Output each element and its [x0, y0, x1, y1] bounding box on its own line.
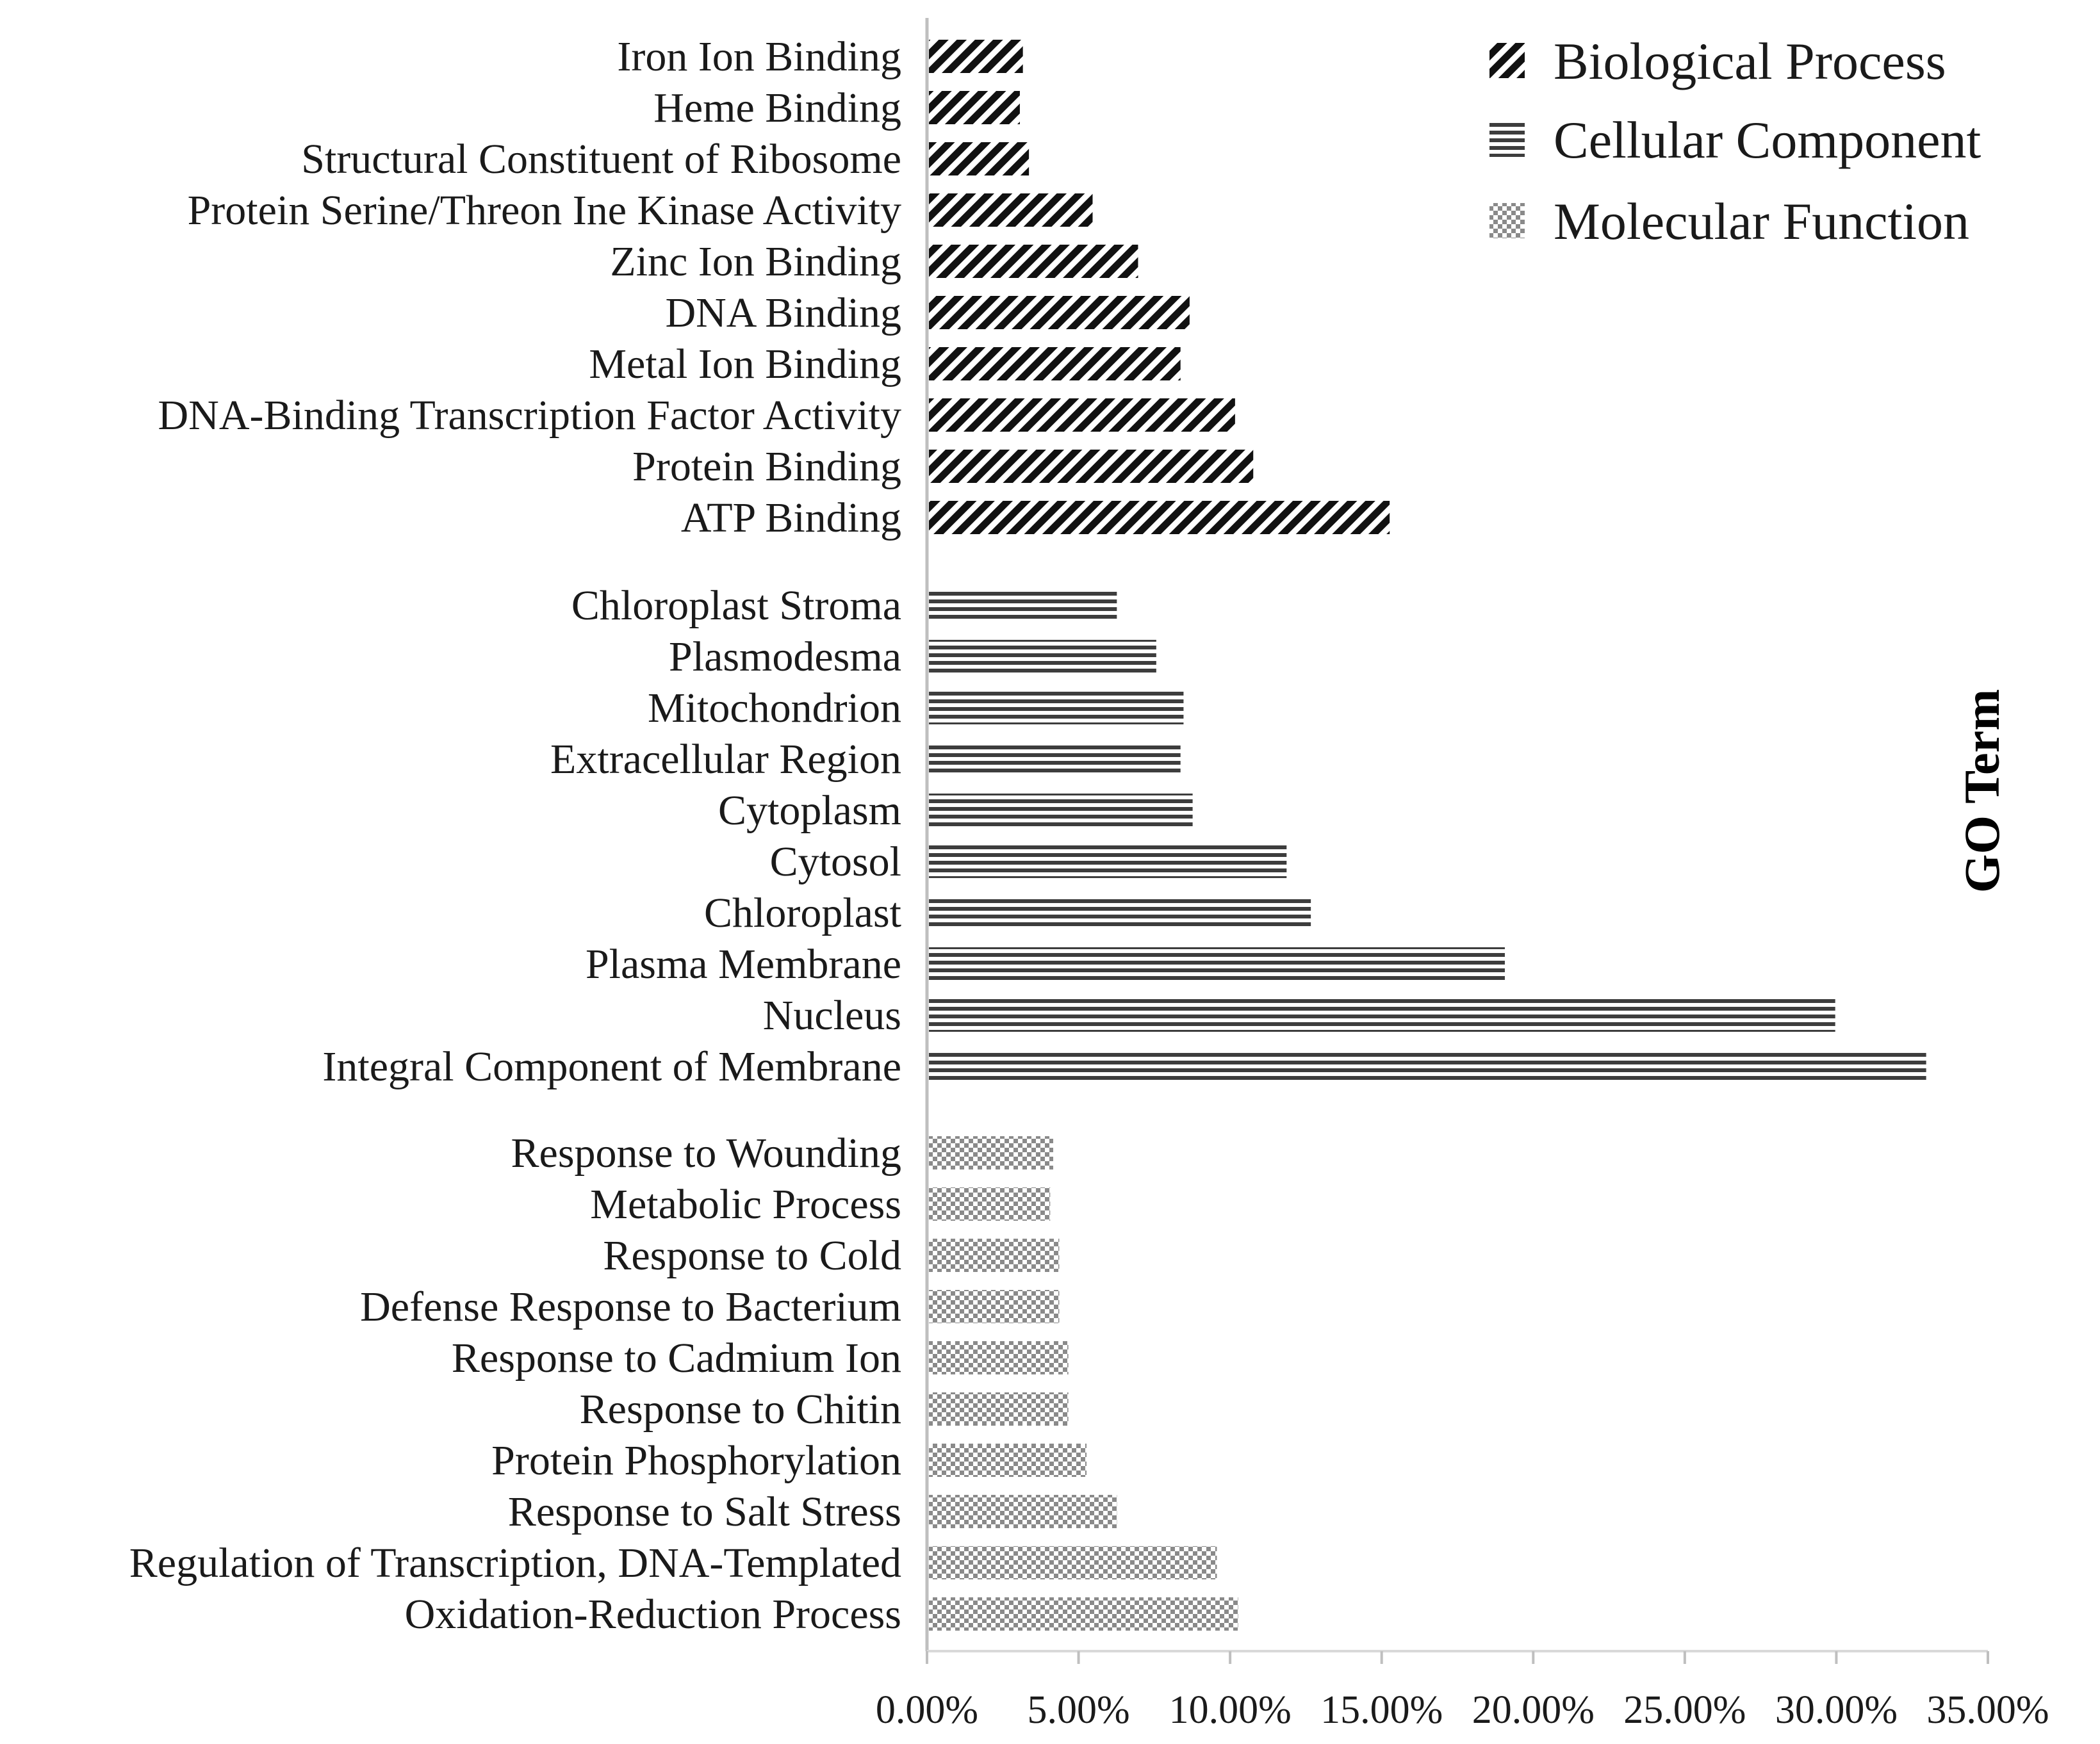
category-label: Extracellular Region [550, 736, 901, 783]
category-label: Mitochondrion [648, 685, 901, 731]
category-label: Heme Binding [653, 85, 901, 131]
x-tick-label: 5.00% [1027, 1688, 1129, 1732]
bars [929, 40, 1926, 1631]
category-label: Response to Salt Stress [508, 1488, 901, 1535]
bar [929, 501, 1390, 534]
category-label: Chloroplast [704, 890, 901, 936]
legend-entry: Cellular Component [1554, 111, 1981, 169]
legend: Biological Process Cellular Component Mole… [1489, 32, 1981, 250]
bar [929, 193, 1093, 227]
bar [929, 1239, 1060, 1272]
bar [929, 296, 1190, 329]
legend-entry: Biological Process [1554, 32, 1946, 90]
category-label: Protein Binding [632, 443, 901, 490]
category-label: Chloroplast Stroma [571, 582, 901, 629]
category-label: Iron Ion Binding [617, 33, 901, 80]
category-label: Response to Wounding [511, 1130, 901, 1177]
bar [929, 1392, 1069, 1426]
bar [929, 589, 1117, 622]
bar [929, 896, 1311, 929]
category-label: DNA-Binding Transcription Factor Activit… [158, 392, 901, 439]
category-label: Metabolic Process [590, 1181, 901, 1228]
x-tick-label: 15.00% [1320, 1688, 1443, 1732]
category-label: Plasmodesma [669, 633, 901, 680]
bar [929, 347, 1181, 380]
x-tick-label: 25.00% [1623, 1688, 1746, 1732]
category-label: Cytoplasm [718, 787, 901, 834]
x-tick-label: 35.00% [1926, 1688, 2049, 1732]
bar [929, 1444, 1087, 1477]
bar [929, 1050, 1926, 1083]
x-axis-ticks: 0.00% 5.00% 10.00% 15.00% 20.00% 25.00% 30.00%… [876, 1651, 2049, 1732]
bar [929, 1136, 1053, 1169]
category-label: Defense Response to Bacterium [360, 1284, 901, 1330]
category-label: Structural Constituent of Ribosome [301, 136, 901, 183]
bar [929, 40, 1023, 73]
bar [929, 998, 1835, 1032]
bar [929, 245, 1138, 278]
category-label: Cytosol [770, 838, 901, 885]
category-label: Response to Cadmium Ion [452, 1335, 901, 1381]
category-label: Integral Component of Membrane [322, 1043, 901, 1090]
category-label: Response to Cold [603, 1232, 901, 1279]
bar [929, 742, 1181, 776]
bar [929, 142, 1029, 175]
bar [929, 1341, 1069, 1374]
bar [929, 1290, 1060, 1323]
category-label: DNA Binding [665, 289, 901, 336]
category-label: Nucleus [763, 992, 901, 1039]
bar [929, 640, 1156, 673]
bar [929, 845, 1287, 878]
bar [929, 1597, 1238, 1631]
bar [929, 398, 1235, 432]
category-label: Protein Serine/Threon Ine Kinase Activit… [188, 187, 901, 234]
bar [929, 450, 1254, 483]
bar [929, 1187, 1051, 1221]
category-labels: Iron Ion Binding Heme Binding Structural C… [129, 33, 901, 1638]
category-label: Zinc Ion Binding [610, 238, 901, 285]
bar [929, 91, 1020, 124]
category-label: Oxidation-Reduction Process [405, 1591, 901, 1638]
category-label: Plasma Membrane [586, 941, 901, 988]
bar [929, 794, 1193, 827]
axes [925, 18, 1988, 1652]
y-axis-title: GO Term [1954, 689, 2010, 893]
bar [929, 691, 1184, 724]
category-label: ATP Binding [681, 494, 901, 541]
category-label: Metal Ion Binding [589, 341, 901, 387]
x-tick-label: 10.00% [1169, 1688, 1292, 1732]
x-tick-label: 0.00% [876, 1688, 978, 1732]
legend-swatch [1489, 43, 1525, 78]
category-label: Protein Phosphorylation [491, 1437, 901, 1484]
legend-swatch [1489, 122, 1525, 157]
x-tick-label: 20.00% [1472, 1688, 1595, 1732]
category-label: Response to Chitin [580, 1386, 901, 1433]
bar [929, 1495, 1117, 1528]
bar [929, 1546, 1217, 1579]
bar [929, 947, 1505, 981]
legend-swatch [1489, 203, 1525, 238]
x-tick-label: 30.00% [1775, 1688, 1898, 1732]
category-label: Regulation of Transcription, DNA-Templat… [129, 1540, 901, 1586]
legend-entry: Molecular Function [1554, 192, 1969, 250]
